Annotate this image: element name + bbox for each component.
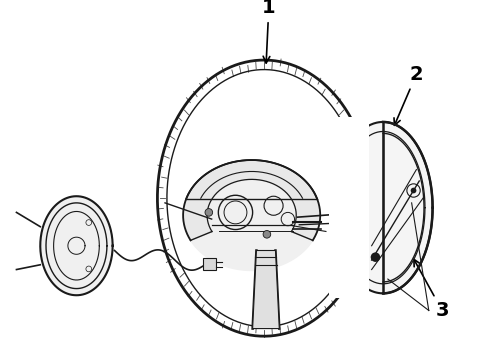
- Polygon shape: [183, 177, 320, 270]
- Polygon shape: [334, 122, 433, 293]
- Text: 2: 2: [394, 65, 423, 125]
- Text: 3: 3: [414, 259, 449, 320]
- Circle shape: [263, 230, 270, 238]
- Polygon shape: [253, 251, 279, 329]
- Polygon shape: [203, 258, 217, 270]
- Circle shape: [205, 208, 213, 216]
- Polygon shape: [183, 160, 320, 240]
- Polygon shape: [40, 196, 113, 295]
- Polygon shape: [329, 117, 369, 298]
- Text: 1: 1: [262, 0, 275, 63]
- Circle shape: [411, 188, 416, 193]
- Circle shape: [371, 252, 380, 262]
